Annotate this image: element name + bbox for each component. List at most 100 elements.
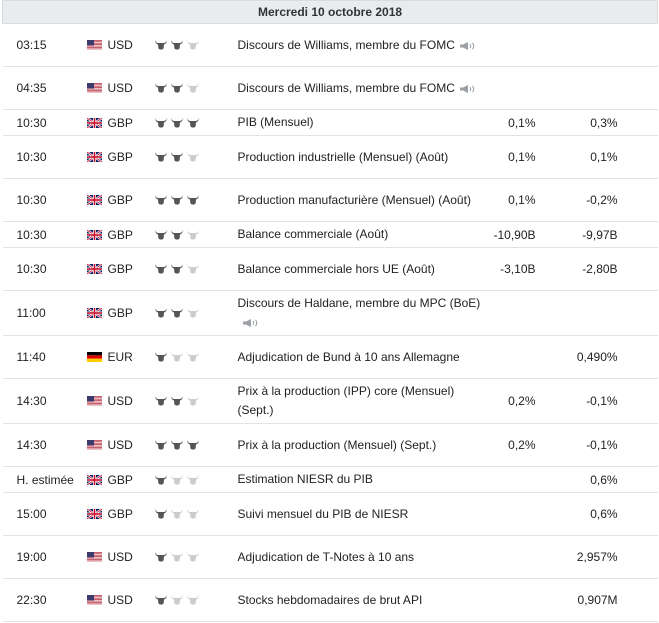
event-row[interactable]: 14:30 USD Prix à la production (IPP) core… [2, 378, 658, 424]
event-row[interactable]: 10:30 GBP Production industrielle (Mensue… [2, 135, 658, 179]
event-row[interactable]: 14:30 USD Prix à la production (Mensuel) … [2, 423, 658, 467]
event-name[interactable]: Discours de Williams, membre du FOMC [237, 80, 455, 95]
event-currency: GBP [107, 115, 133, 130]
event-time: H. estimée [2, 466, 87, 493]
event-row[interactable]: H. estimée GBP Estimation NIESR du PIB 0,6… [2, 466, 658, 493]
event-row[interactable]: 22:30 USD Stocks hebdomadaires de brut AP… [2, 578, 658, 622]
event-name-cell[interactable]: Balance commerciale hors UE (Août) [237, 247, 492, 291]
bull-icon [170, 228, 186, 242]
event-forecast: -0,1% [543, 423, 658, 467]
flag-gb-icon [86, 116, 108, 130]
event-name[interactable]: Production manufacturière (Mensuel) (Aoû… [237, 192, 471, 207]
event-time: 14:30 [2, 378, 87, 424]
event-currency: USD [107, 550, 133, 564]
event-row[interactable]: 10:30 GBP Balance commerciale (Août) -10,9… [2, 221, 658, 248]
event-currency-cell: GBP [86, 290, 152, 336]
event-currency-cell: GBP [86, 135, 152, 179]
event-time: 15:00 [2, 492, 87, 536]
bull-icon [170, 306, 186, 320]
event-currency: USD [107, 593, 133, 607]
event-name[interactable]: Adjudication de T-Notes à 10 ans [237, 549, 415, 564]
day-header-row: Mercredi 10 octobre 2018 [1, 0, 659, 24]
event-name-cell[interactable]: Stocks hebdomadaires de brut API [237, 578, 492, 622]
bull-icon [154, 228, 170, 242]
event-name-cell[interactable]: Adjudication de Bund à 10 ans Allemagne [237, 335, 492, 379]
event-forecast [543, 66, 658, 110]
bull-icon [186, 438, 202, 452]
flag-us-icon [86, 38, 108, 52]
bull-icon [154, 350, 170, 364]
bull-icon [186, 228, 202, 242]
bull-icon [170, 81, 186, 95]
day-header: Mercredi 10 octobre 2018 [1, 0, 659, 24]
event-actual: -3,10B [491, 247, 544, 291]
flag-us-icon [86, 593, 108, 607]
event-actual: -10,90B [491, 221, 544, 248]
flag-us-icon [86, 438, 108, 452]
event-impact [151, 466, 238, 493]
event-name[interactable]: Prix à la production (Mensuel) (Sept.) [237, 437, 437, 452]
event-name-cell[interactable]: Prix à la production (IPP) core (Mensuel… [237, 378, 492, 424]
event-name-cell[interactable]: Discours de Haldane, membre du MPC (BoE) [237, 290, 492, 336]
bull-icon [170, 550, 186, 564]
event-name-cell[interactable]: Estimation NIESR du PIB [237, 466, 492, 493]
event-impact [151, 378, 238, 424]
event-row[interactable]: 19:00 USD Adjudication de T-Notes à 10 an… [2, 535, 658, 579]
event-time: 19:00 [2, 535, 87, 579]
speech-icon [455, 38, 477, 52]
event-row[interactable]: 04:35 USD Discours de Williams, membre du… [2, 66, 658, 110]
event-actual [491, 535, 544, 579]
event-currency-cell: EUR [86, 335, 152, 379]
event-name[interactable]: Estimation NIESR du PIB [237, 472, 373, 486]
event-name[interactable]: Adjudication de Bund à 10 ans Allemagne [237, 349, 460, 364]
event-name[interactable]: Discours de Haldane, membre du MPC (BoE) [237, 296, 481, 310]
event-time: 10:30 [2, 135, 87, 179]
event-name-cell[interactable]: Prix à la production (Mensuel) (Sept.) [237, 423, 492, 467]
event-impact [151, 135, 238, 179]
event-impact [151, 66, 238, 110]
event-name-cell[interactable]: Balance commerciale (Août) [237, 221, 492, 248]
event-forecast [543, 290, 658, 336]
flag-gb-icon [86, 150, 108, 164]
event-actual [491, 492, 544, 536]
event-forecast: 0,490% [543, 335, 658, 379]
event-name[interactable]: Prix à la production (IPP) core (Mensuel… [237, 384, 455, 417]
event-row[interactable]: 11:40 EUR Adjudication de Bund à 10 ans A… [2, 335, 658, 379]
bull-icon [170, 350, 186, 364]
event-name[interactable]: PIB (Mensuel) [237, 115, 314, 129]
event-name-cell[interactable]: Suivi mensuel du PIB de NIESR [237, 492, 492, 536]
event-row[interactable]: 10:30 GBP PIB (Mensuel) 0,1% 0,3% [2, 109, 658, 136]
event-row[interactable]: 10:30 GBP Production manufacturière (Mens… [2, 178, 658, 222]
event-name-cell[interactable]: Production manufacturière (Mensuel) (Aoû… [237, 178, 492, 222]
event-name-cell[interactable]: Production industrielle (Mensuel) (Août) [237, 135, 492, 179]
bull-icon [186, 473, 202, 487]
event-name[interactable]: Stocks hebdomadaires de brut API [237, 592, 423, 607]
flag-gb-icon [86, 507, 108, 521]
bull-icon [186, 38, 202, 52]
event-actual [491, 578, 544, 622]
event-row[interactable]: 15:00 GBP Suivi mensuel du PIB de NIESR 0,… [2, 492, 658, 536]
event-currency: GBP [107, 150, 133, 164]
event-forecast: 0,6% [543, 466, 658, 493]
event-name[interactable]: Suivi mensuel du PIB de NIESR [237, 506, 409, 521]
event-name[interactable]: Production industrielle (Mensuel) (Août) [237, 149, 449, 164]
event-time: 10:30 [2, 221, 87, 248]
event-impact [151, 23, 238, 67]
event-forecast: -9,97B [543, 221, 658, 248]
event-name[interactable]: Balance commerciale (Août) [237, 227, 389, 241]
bull-icon [154, 550, 170, 564]
event-row[interactable]: 11:00 GBP Discours de Haldane, membre du … [2, 290, 658, 336]
event-row[interactable]: 10:30 GBP Balance commerciale hors UE (Ao… [2, 247, 658, 291]
bull-icon [154, 193, 170, 207]
event-forecast: 0,907M [543, 578, 658, 622]
event-name-cell[interactable]: Discours de Williams, membre du FOMC [237, 23, 492, 67]
event-name-cell[interactable]: PIB (Mensuel) [237, 109, 492, 136]
event-row[interactable]: 03:15 USD Discours de Williams, membre du… [2, 23, 658, 67]
event-name[interactable]: Balance commerciale hors UE (Août) [237, 261, 435, 276]
event-currency-cell: USD [86, 423, 152, 467]
event-name[interactable]: Discours de Williams, membre du FOMC [237, 37, 455, 52]
event-name-cell[interactable]: Adjudication de T-Notes à 10 ans [237, 535, 492, 579]
bull-icon [154, 593, 170, 607]
event-currency-cell: USD [86, 535, 152, 579]
event-name-cell[interactable]: Discours de Williams, membre du FOMC [237, 66, 492, 110]
